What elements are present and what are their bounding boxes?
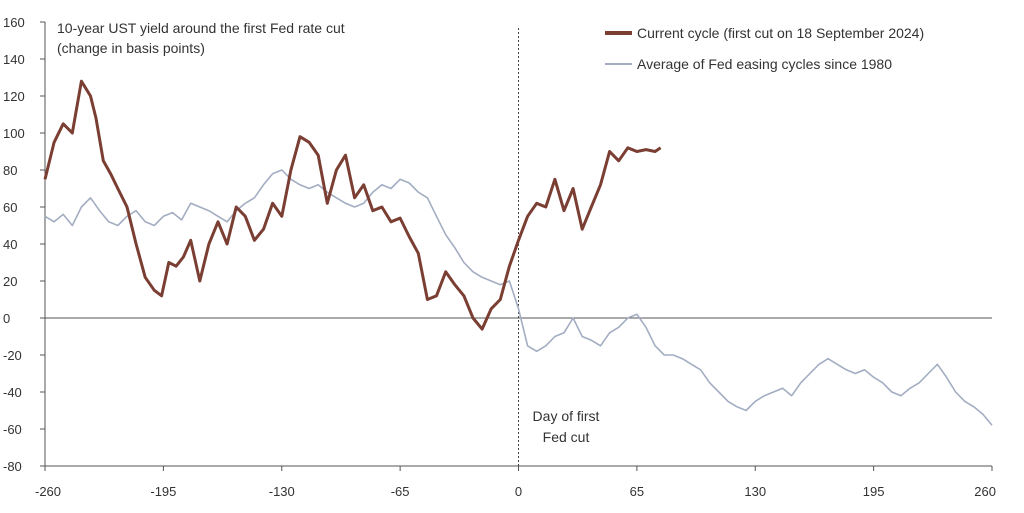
x-tick-label: -130	[269, 484, 295, 499]
y-tick-label: 40	[3, 237, 17, 252]
y-tick-label: -60	[3, 422, 22, 437]
annotation-title-line-1: 10-year UST yield around the first Fed r…	[57, 20, 345, 36]
y-tick-label: 160	[3, 15, 25, 30]
x-tick-label: 195	[863, 484, 885, 499]
y-tick-label: 20	[3, 274, 17, 289]
x-tick-label: -195	[150, 484, 176, 499]
x-tick-label: -260	[35, 484, 61, 499]
x-tick-label: 65	[630, 484, 644, 499]
x-tick-label: -65	[391, 484, 410, 499]
y-tick-label: 120	[3, 89, 25, 104]
y-tick-label: 60	[3, 200, 17, 215]
y-tick-label: 0	[3, 311, 10, 326]
legend-label-current-cycle: Current cycle (first cut on 18 September…	[637, 25, 924, 41]
y-tick-label: 140	[3, 52, 25, 67]
x-tick-label: 0	[515, 484, 522, 499]
series-layer	[43, 79, 993, 426]
y-tick-label: 80	[3, 163, 17, 178]
x-tick-label: 260	[974, 484, 996, 499]
annotation-title: 10-year UST yield around the first Fed r…	[57, 20, 345, 56]
annotation-title-line-2: (change in basis points)	[57, 40, 205, 56]
y-tick-label: -40	[3, 385, 22, 400]
legend-label-average-cycles: Average of Fed easing cycles since 1980	[637, 56, 892, 72]
series-current-cycle-line	[43, 79, 662, 331]
vline-label-line-2: Fed cut	[543, 429, 590, 445]
y-tick-label: -80	[3, 459, 22, 474]
vline-label: Day of first Fed cut	[533, 408, 600, 445]
y-axis-ticks: 160 140 120 100 80 60 40 20 0 -20 -40 -60 -80	[3, 15, 45, 474]
y-tick-label: 100	[3, 126, 25, 141]
vline-label-line-1: Day of first	[533, 408, 600, 424]
x-tick-label: 130	[744, 484, 766, 499]
series-average-cycles-line	[44, 169, 993, 426]
legend: Current cycle (first cut on 18 September…	[605, 25, 924, 72]
x-axis-ticks: -260 -195 -130 -65 0 65 130 195 260	[35, 466, 996, 499]
y-tick-label: -20	[3, 348, 22, 363]
